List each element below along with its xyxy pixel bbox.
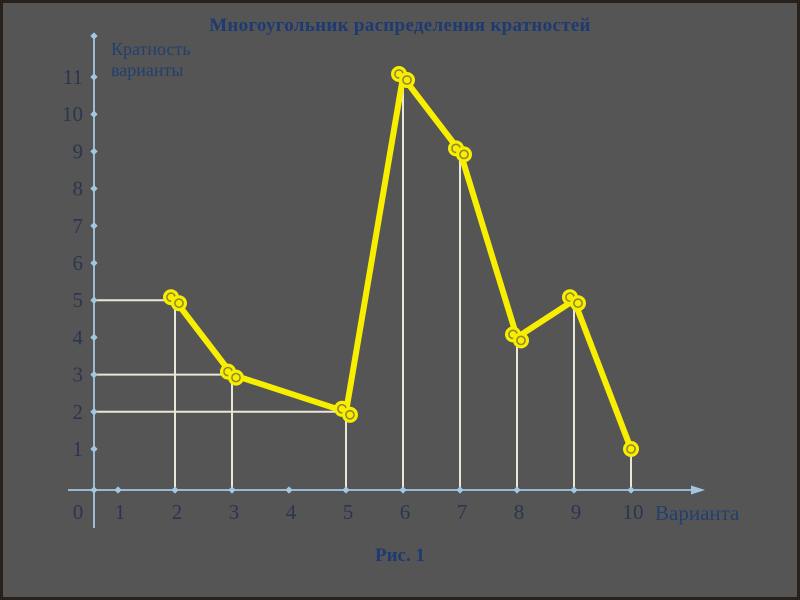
y-tick-label: 5 <box>73 288 84 312</box>
y-tick-label: 7 <box>73 214 84 238</box>
y-axis-tick <box>90 184 98 193</box>
data-point-ring-icon <box>402 75 412 85</box>
y-tick-label: 8 <box>73 177 84 201</box>
y-axis-tick <box>90 370 98 379</box>
y-axis-tick <box>90 259 98 267</box>
y-axis-tick <box>90 147 98 156</box>
x-tick-label: 4 <box>286 500 297 524</box>
data-line <box>172 74 634 452</box>
data-point-marker <box>456 146 472 163</box>
chart-title: Многоугольник распределения кратностей <box>209 15 591 36</box>
data-point-marker <box>171 295 187 312</box>
y-tick-label: 4 <box>73 325 84 349</box>
y-axis-label: Кратность варианты <box>111 39 191 81</box>
y-axis-tick <box>90 445 98 453</box>
y-tick-label: 3 <box>73 363 84 387</box>
x-tick-label: 0 <box>73 500 84 524</box>
data-point-ring-icon <box>345 409 355 420</box>
y-axis-end-tick <box>90 32 98 40</box>
data-point-ring-icon <box>573 298 583 309</box>
data-point-ring-icon <box>516 335 526 346</box>
x-axis-tick <box>456 486 464 494</box>
y-axis-tick <box>90 333 98 342</box>
figure-caption: Рис. 1 <box>375 545 425 566</box>
y-axis-tick <box>90 296 98 304</box>
x-axis-tick <box>513 486 521 494</box>
y-axis-tick <box>90 73 98 81</box>
x-axis-tick <box>342 486 350 494</box>
x-axis-tick <box>90 486 98 494</box>
x-tick-label: 1 <box>115 500 126 524</box>
x-tick-label: 3 <box>229 500 240 524</box>
x-axis-tick <box>399 486 407 494</box>
data-point-marker <box>513 332 529 349</box>
x-axis-arrow-icon <box>691 485 705 495</box>
data-point-marker <box>399 72 415 88</box>
y-axis-tick <box>90 110 98 118</box>
y-tick-label: 6 <box>73 251 84 275</box>
x-tick-label: 8 <box>514 500 525 524</box>
x-axis-tick <box>114 486 122 494</box>
x-axis-tick <box>570 486 578 494</box>
data-point-marker <box>228 369 244 386</box>
data-point-ring-icon <box>459 149 469 160</box>
data-point-marker <box>570 295 586 312</box>
x-tick-label: 2 <box>172 500 183 524</box>
y-tick-label: 2 <box>73 400 84 424</box>
y-axis-tick <box>90 408 98 416</box>
x-axis-tick <box>228 486 236 494</box>
x-tick-label: 6 <box>400 500 411 524</box>
data-point-marker <box>623 441 639 457</box>
y-tick-label: 10 <box>62 102 83 126</box>
data-point-ring-icon <box>626 444 636 454</box>
y-tick-label: 11 <box>63 65 83 89</box>
x-axis-tick <box>171 486 179 494</box>
x-axis-tick <box>627 486 635 494</box>
y-tick-label: 1 <box>73 437 84 461</box>
frequency-polygon-chart: 1 2 3 4 5 6 7 8 9 10 11 0 1 2 3 4 5 6 7 8 9 10 Варианта <box>62 32 740 528</box>
data-point-ring-icon <box>174 298 184 309</box>
data-point-marker <box>342 406 358 423</box>
x-axis-label: Варианта <box>655 501 740 525</box>
x-tick-label: 5 <box>343 500 354 524</box>
data-point-ring-icon <box>231 372 241 383</box>
x-axis-tick <box>285 486 293 494</box>
x-tick-label: 10 <box>623 500 644 524</box>
y-tick-label: 9 <box>73 139 84 163</box>
y-axis-tick <box>90 222 98 230</box>
x-tick-label: 9 <box>571 500 582 524</box>
x-tick-label: 7 <box>457 500 468 524</box>
